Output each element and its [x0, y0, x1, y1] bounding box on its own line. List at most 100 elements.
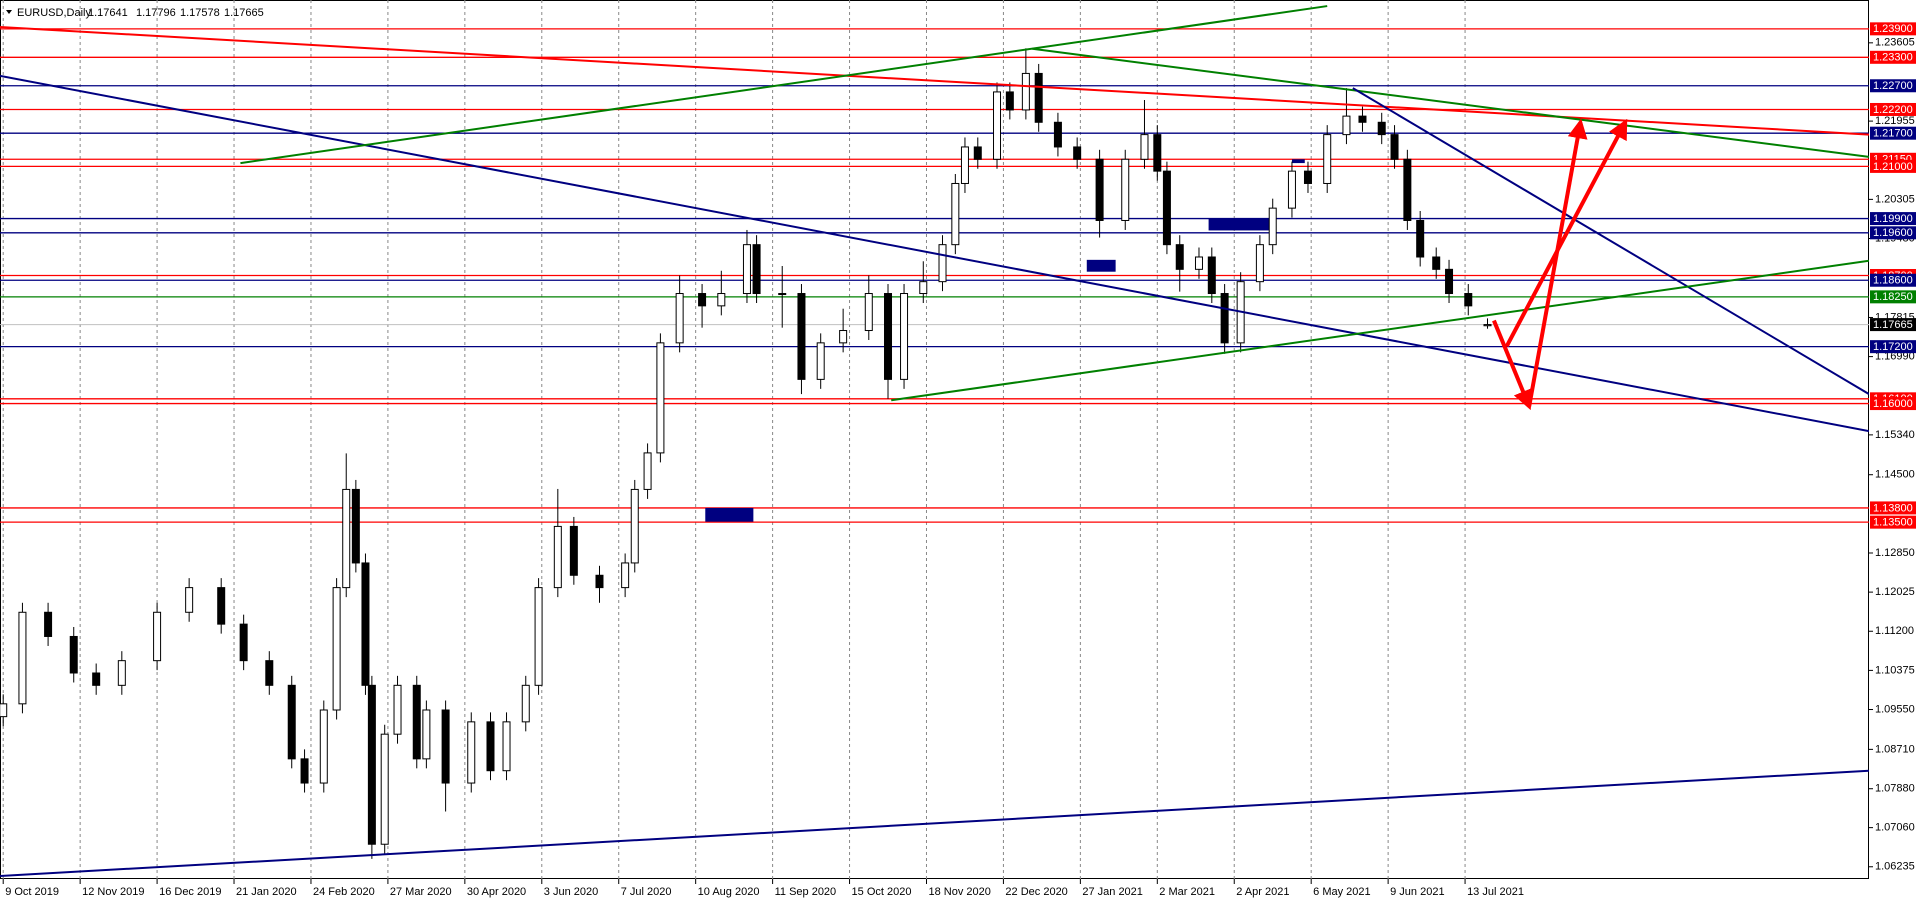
level-label-box	[1870, 226, 1916, 240]
candle-body	[1153, 134, 1162, 172]
level-label-box	[1870, 79, 1916, 93]
candle-body	[900, 293, 909, 380]
candle-body	[864, 293, 873, 332]
candle-body	[44, 611, 53, 637]
candle-body	[643, 452, 652, 490]
candle-body	[486, 721, 495, 772]
candle-body	[595, 574, 604, 589]
x-tick-label: 10 Aug 2020	[698, 886, 760, 898]
candle-body	[675, 293, 684, 344]
level-label-box	[1870, 515, 1916, 529]
level-label-box	[1870, 340, 1916, 354]
level-label: 1.19600	[1873, 227, 1913, 239]
level-label-box	[1870, 212, 1916, 226]
x-tick-label: 21 Jan 2020	[236, 886, 297, 898]
menu-triangle[interactable]	[6, 10, 12, 14]
candle-body	[1432, 256, 1441, 270]
candle-body	[502, 721, 511, 772]
candle-body	[367, 684, 376, 845]
x-tick-label: 13 Jul 2021	[1467, 886, 1524, 898]
candle-body	[797, 293, 806, 380]
candle-body	[521, 684, 530, 723]
y-tick-label: 1.15340	[1875, 429, 1915, 441]
candle-body	[300, 758, 309, 784]
candle-body	[1287, 170, 1296, 209]
level-label: 1.21000	[1873, 161, 1913, 173]
candle-body	[1403, 158, 1412, 221]
x-tick-label: 2 Apr 2021	[1236, 886, 1289, 898]
y-tick-label: 1.12850	[1875, 547, 1915, 559]
candle-body	[938, 244, 947, 283]
candle-body	[1390, 134, 1399, 160]
high-value: 1.17796	[136, 7, 176, 19]
candle-body	[1323, 134, 1332, 184]
forecast-arrow	[1504, 118, 1628, 348]
candle-body	[698, 293, 707, 307]
level-label-box	[1870, 159, 1916, 173]
candle-body	[1342, 115, 1351, 136]
x-tick-label: 12 Nov 2019	[82, 886, 144, 898]
open-value: 1.17641	[88, 7, 128, 19]
candle-body	[1021, 72, 1030, 111]
candle-body	[1194, 256, 1203, 270]
candle-body	[973, 146, 982, 160]
candle-body	[884, 293, 893, 380]
candle-body	[1053, 121, 1062, 148]
level-label-box	[1870, 22, 1916, 36]
candle-body	[1095, 158, 1104, 221]
x-tick-label: 22 Dec 2020	[1005, 886, 1067, 898]
x-tick-label: 27 Jan 2021	[1082, 886, 1143, 898]
candle-body	[467, 721, 476, 784]
trend-line	[1352, 87, 1869, 395]
candle-body	[393, 684, 402, 735]
zone-box	[705, 507, 754, 522]
level-label: 1.18250	[1873, 291, 1913, 303]
candle-body	[265, 660, 274, 686]
candle-body	[1464, 293, 1473, 307]
x-tick-label: 2 Mar 2021	[1159, 886, 1215, 898]
current-price-label: 1.17665	[1873, 319, 1913, 331]
x-tick-label: 15 Oct 2020	[852, 886, 912, 898]
y-tick-label: 1.12025	[1875, 586, 1915, 598]
plot-layer	[0, 0, 1869, 879]
level-label-box	[1870, 50, 1916, 64]
candle-body	[1303, 170, 1312, 184]
candle-body	[1416, 219, 1425, 258]
x-tick-label: 9 Oct 2019	[5, 886, 59, 898]
candle-body	[621, 562, 630, 589]
level-label-box	[1870, 397, 1916, 411]
level-label: 1.18600	[1873, 275, 1913, 287]
candle-body	[534, 587, 543, 686]
x-tick-label: 9 Jun 2021	[1390, 886, 1444, 898]
candle-body	[839, 330, 848, 344]
x-tick-label: 30 Apr 2020	[467, 886, 526, 898]
candle-body	[412, 684, 421, 760]
candle-body	[1268, 207, 1277, 246]
candle-body	[569, 525, 578, 576]
symbol-title: EURUSD,Daily	[17, 7, 91, 19]
candle-body	[319, 709, 328, 784]
y-tick-label: 1.23605	[1875, 37, 1915, 49]
candle-body	[287, 684, 296, 760]
trend-line	[0, 74, 1869, 433]
y-tick-label: 1.16990	[1875, 351, 1915, 363]
candle-body	[185, 587, 194, 613]
candle-body	[656, 342, 665, 454]
candle-body	[69, 635, 78, 674]
level-label: 1.21700	[1873, 128, 1913, 140]
candle-body	[951, 182, 960, 246]
current-price-box	[1870, 318, 1916, 332]
level-label: 1.16000	[1873, 398, 1913, 410]
level-label-box	[1870, 501, 1916, 515]
x-tick-label: 24 Feb 2020	[313, 886, 375, 898]
y-tick-label: 1.07880	[1875, 783, 1915, 795]
y-tick-label: 1.09550	[1875, 703, 1915, 715]
candle-body	[441, 709, 450, 784]
candle-body	[217, 587, 226, 625]
y-tick-label: 1.20305	[1875, 193, 1915, 205]
zone-box	[1291, 159, 1305, 164]
candle-body	[960, 146, 969, 184]
x-tick-label: 7 Jul 2020	[621, 886, 672, 898]
forecast-arrow	[1527, 118, 1588, 407]
